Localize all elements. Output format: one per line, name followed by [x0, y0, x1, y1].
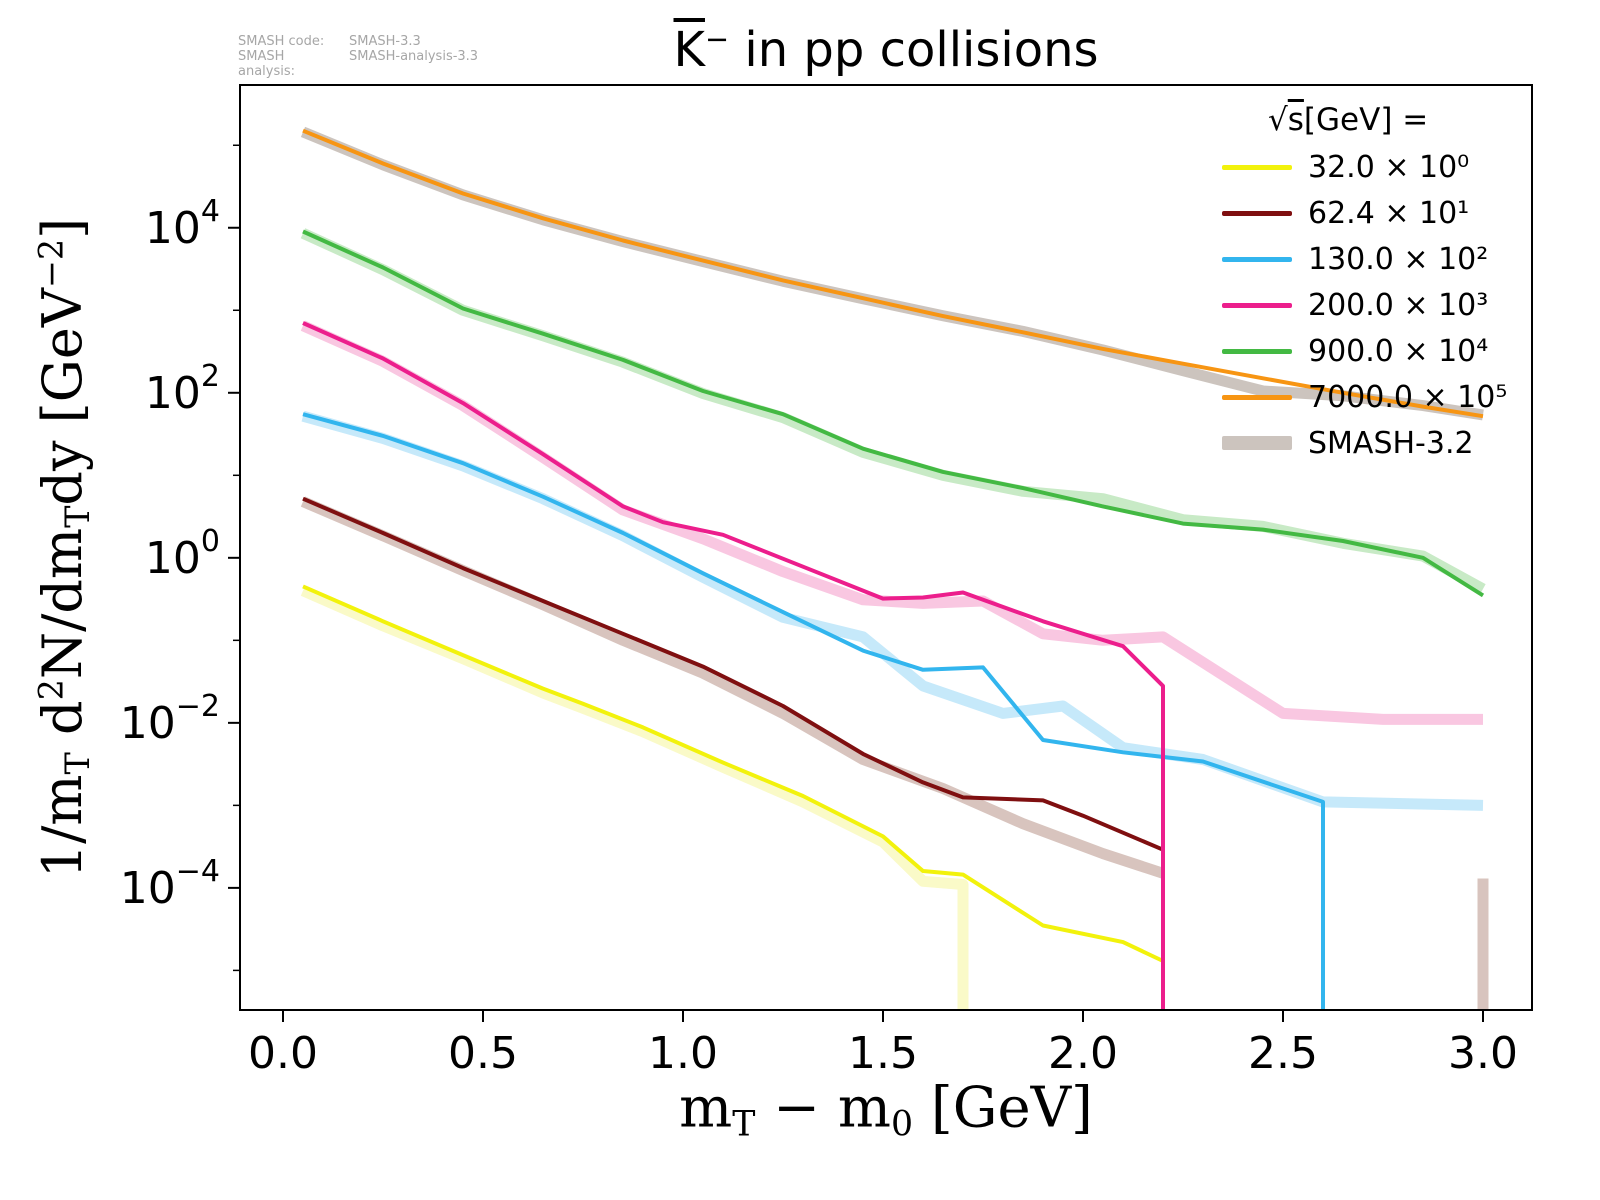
legend-title-rest: [GeV] = — [1303, 102, 1429, 138]
label-fragment: N/dm — [30, 527, 94, 680]
legend-label: 7000.0 × 10⁵ — [1308, 379, 1508, 415]
legend-label: 200.0 × 10³ — [1308, 287, 1489, 323]
legend-swatch — [1222, 302, 1292, 308]
label-fragment: 0 — [891, 1104, 914, 1145]
sqrt-symbol: √ — [1268, 102, 1288, 138]
label-fragment: m — [679, 1075, 733, 1141]
smash-watermark: SMASH code: SMASH-3.3 SMASH analysis: SM… — [238, 34, 478, 79]
legend-line — [1222, 256, 1292, 262]
legend-item: SMASH-3.2 — [1222, 420, 1507, 466]
series-line-7000 — [302, 128, 1484, 419]
legend-label: 900.0 × 10⁴ — [1308, 333, 1489, 369]
x-tick-label: 1.5 — [848, 1028, 918, 1079]
legend-swatch — [1222, 348, 1292, 354]
label-fragment: ] — [30, 217, 94, 239]
legend-item: 200.0 × 10³ — [1222, 282, 1507, 328]
axes-frame — [239, 84, 1533, 1011]
ref-band-200 — [300, 320, 1483, 725]
particle-symbol: K — [673, 22, 705, 78]
label-fragment: T — [58, 752, 98, 775]
series-line-32 — [302, 584, 1164, 963]
series-line-130 — [302, 412, 1325, 1010]
legend-label: 130.0 × 10² — [1308, 241, 1489, 277]
ref-band-130 — [301, 410, 1484, 811]
y-tick-label: 100 — [145, 524, 220, 584]
label-fragment: 1/m — [30, 774, 94, 879]
legend-item: 900.0 × 10⁴ — [1222, 328, 1507, 374]
legend-label: 32.0 × 10⁰ — [1308, 149, 1470, 185]
label-fragment: dy [GeV — [30, 288, 94, 506]
x-tick-label: 2.0 — [1048, 1028, 1118, 1079]
y-tick-label: 104 — [145, 194, 220, 254]
ref-band-62.4 — [300, 496, 1165, 879]
legend-swatch — [1222, 394, 1292, 400]
legend-item: 7000.0 × 10⁵ — [1222, 374, 1507, 420]
legend-swatch — [1222, 164, 1292, 170]
legend-title: √ s [GeV] = — [1222, 96, 1507, 144]
x-axis-label: mT − m0 [GeV] — [679, 1076, 1093, 1145]
series-line-200 — [302, 321, 1165, 1010]
watermark-code-label: SMASH code: — [238, 34, 325, 49]
watermark-code-value: SMASH-3.3 — [349, 34, 421, 49]
x-tick-label: 0.0 — [248, 1028, 318, 1079]
legend-item: 32.0 × 10⁰ — [1222, 144, 1507, 190]
series-line-900 — [302, 229, 1485, 598]
label-fragment: −2 — [31, 238, 71, 289]
x-tick-label: 2.5 — [1248, 1028, 1318, 1079]
legend-line — [1222, 302, 1292, 308]
legend-line — [1222, 210, 1292, 216]
y-tick-label: 102 — [145, 359, 220, 419]
label-fragment: 2 — [31, 679, 71, 701]
legend-line — [1222, 394, 1292, 400]
legend-item: 130.0 × 10² — [1222, 236, 1507, 282]
series-line-62.4 — [302, 496, 1164, 852]
y-tick-label: 10−2 — [120, 689, 220, 749]
watermark-analysis-label: SMASH analysis: — [238, 49, 296, 79]
chart-title: K− in pp collisions — [240, 22, 1532, 78]
legend-item: 62.4 × 10¹ — [1222, 190, 1507, 236]
series-lines — [300, 126, 1489, 1010]
x-tick-label: 0.5 — [448, 1028, 518, 1079]
legend-swatch — [1222, 436, 1292, 450]
label-fragment: d — [30, 700, 94, 753]
x-tick-label: 3.0 — [1448, 1028, 1518, 1079]
y-tick-label: 10−4 — [120, 854, 220, 914]
label-fragment: T — [58, 505, 98, 528]
legend-line — [1222, 436, 1292, 450]
legend-line — [1222, 164, 1292, 170]
legend-swatch — [1222, 210, 1292, 216]
title-text: in pp collisions — [729, 22, 1099, 78]
ref-band-32 — [300, 585, 969, 1010]
legend-label: 62.4 × 10¹ — [1308, 195, 1470, 231]
legend-label: SMASH-3.2 — [1308, 425, 1474, 461]
legend-line — [1222, 348, 1292, 354]
legend-swatch — [1222, 256, 1292, 262]
sqrt-s: s — [1287, 102, 1304, 138]
watermark-analysis-value: SMASH-analysis-3.3 — [349, 49, 479, 64]
label-fragment: − m — [755, 1075, 891, 1141]
y-axis-label: 1/mT d2N/dmTdy [GeV−2] — [31, 218, 97, 879]
label-fragment: T — [732, 1104, 756, 1145]
particle-charge: − — [704, 22, 730, 56]
label-fragment: [GeV] — [913, 1075, 1093, 1141]
x-tick-label: 1.0 — [648, 1028, 718, 1079]
legend: √ s [GeV] = 32.0 × 10⁰ 62.4 × 10¹ 130.0 × 1… — [1222, 96, 1507, 466]
